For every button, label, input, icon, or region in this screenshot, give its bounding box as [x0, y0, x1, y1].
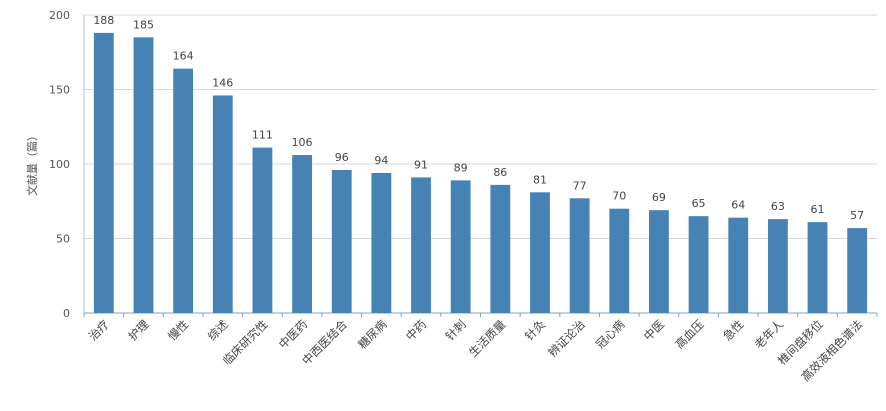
bar — [609, 208, 630, 313]
data-label: 61 — [811, 203, 825, 216]
data-label: 77 — [573, 179, 587, 192]
bar — [847, 228, 868, 313]
bar — [728, 217, 749, 313]
bar — [331, 169, 352, 313]
data-label: 94 — [374, 154, 388, 167]
bar — [649, 210, 669, 313]
data-label: 96 — [335, 151, 349, 164]
bar — [450, 180, 471, 313]
y-tick-label: 100 — [49, 158, 70, 171]
value-labels: 188 185 164 146 111 106 96 94 91 89 86 81 77 70 69 65 64… — [93, 14, 864, 222]
data-label: 111 — [252, 129, 273, 142]
bar — [93, 32, 114, 313]
x-tick-label: 综述 — [205, 317, 232, 344]
bar — [490, 184, 511, 313]
x-tick-label: 中药 — [403, 317, 429, 343]
x-tick-label: 糖尿病 — [355, 317, 390, 352]
x-tick-label: 针刺 — [443, 317, 469, 343]
data-label: 57 — [850, 209, 864, 222]
bar — [411, 177, 431, 313]
bars — [93, 32, 868, 314]
bar — [133, 37, 154, 313]
data-label: 188 — [93, 14, 114, 27]
bar — [212, 95, 233, 314]
grid — [84, 14, 877, 239]
x-tick-label: 中医 — [641, 317, 667, 343]
y-axis-title: 文献量（篇） — [25, 130, 39, 196]
x-tick-label: 针灸 — [522, 317, 549, 344]
x-tick-label: 冠心病 — [593, 317, 628, 352]
bar — [292, 155, 312, 313]
data-label: 89 — [454, 161, 468, 174]
bar — [767, 219, 788, 313]
x-tick-label: 辨证论治 — [545, 317, 587, 359]
y-tick-label: 0 — [63, 307, 70, 320]
data-label: 185 — [133, 18, 154, 31]
data-label: 164 — [173, 50, 194, 63]
bar — [371, 172, 392, 313]
data-label: 146 — [212, 76, 233, 89]
data-label: 86 — [493, 166, 507, 179]
x-tick-label: 老年人 — [752, 317, 787, 352]
data-label: 63 — [771, 200, 785, 213]
data-label: 64 — [731, 199, 745, 212]
x-tick-label: 急性 — [720, 317, 746, 343]
data-label: 91 — [414, 158, 428, 171]
data-label: 65 — [692, 197, 706, 210]
bar — [688, 216, 709, 313]
bar — [530, 192, 550, 313]
y-tick-label: 50 — [56, 233, 70, 246]
bar — [173, 68, 194, 313]
data-label: 106 — [292, 136, 313, 149]
data-label: 69 — [652, 191, 666, 204]
bar — [252, 147, 273, 313]
x-tick-label: 护理 — [125, 317, 152, 344]
x-tick-label: 中医药 — [276, 317, 310, 351]
x-tick-label: 慢性 — [165, 317, 191, 343]
data-label: 81 — [533, 173, 547, 186]
y-tick-label: 200 — [49, 9, 70, 22]
y-tick-label: 150 — [49, 84, 70, 97]
x-tick-label: 生活质量 — [466, 317, 508, 359]
data-label: 70 — [612, 190, 626, 203]
x-tick-label: 高血压 — [672, 317, 706, 351]
bar — [569, 198, 590, 313]
x-tick-label: 治疗 — [86, 317, 112, 343]
bar — [807, 222, 828, 313]
